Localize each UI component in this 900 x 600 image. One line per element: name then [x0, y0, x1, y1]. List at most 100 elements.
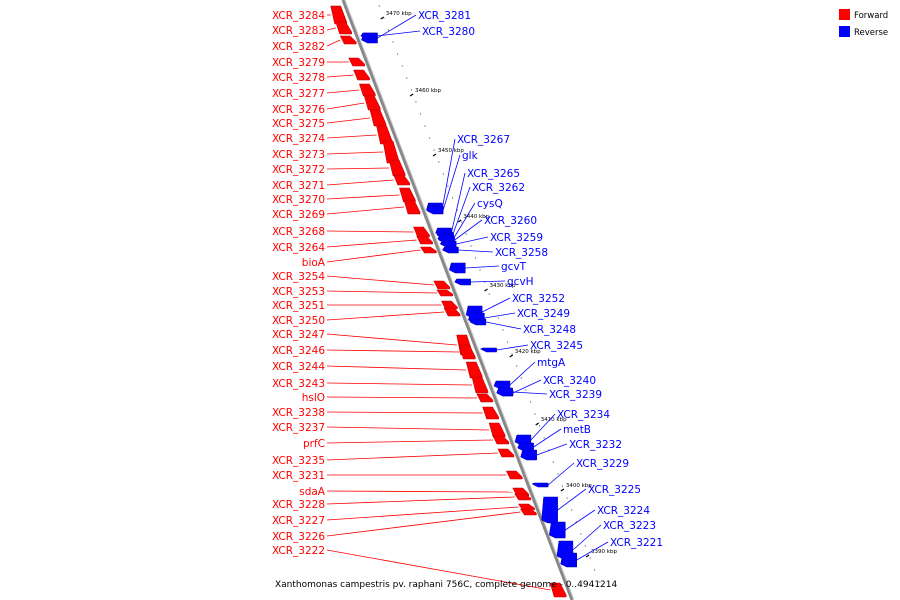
leader-reverse [465, 265, 500, 269]
ruler-dot [543, 437, 545, 439]
ruler-dot [461, 221, 463, 223]
ruler-dot [383, 17, 385, 19]
leader-forward [326, 134, 377, 139]
gene-label-xcr-3248: XCR_3248 [523, 324, 576, 336]
legend: Forward Reverse [839, 9, 888, 38]
leader-reverse [530, 413, 556, 441]
leader-forward [326, 151, 384, 155]
ruler-label: 3470 kbp [386, 11, 412, 17]
leader-reverse [451, 172, 466, 233]
ruler-dot [557, 473, 559, 475]
ruler-dot [488, 293, 490, 295]
gene-label-xcr-3232: XCR_3232 [569, 439, 622, 451]
gene-forward-xcr-3272 [388, 159, 406, 177]
gene-label-cysq: cysQ [477, 198, 503, 210]
leader-forward [326, 167, 390, 170]
ruler-dot [406, 77, 408, 79]
gene-forward-xcr-3253 [436, 289, 454, 297]
leader-reverse [547, 462, 575, 486]
leader-reverse [442, 154, 461, 211]
gene-label-xcr-3245: XCR_3245 [530, 340, 583, 352]
ruler-dot [401, 65, 403, 67]
gene-label-xcr-3229: XCR_3229 [576, 458, 629, 470]
gene-label-xcr-3253: XCR_3253 [272, 286, 325, 298]
gene-label-xcr-3246: XCR_3246 [272, 345, 325, 357]
gene-forward-hslo [476, 393, 494, 403]
ruler-dot [387, 29, 390, 31]
gene-reverse-gcvh [454, 278, 471, 286]
gene-forward-xcr-3222 [549, 582, 567, 598]
leader-reverse [376, 30, 421, 37]
gene-label-mtga: mtgA [537, 357, 566, 369]
gene-label-xcr-3265: XCR_3265 [467, 168, 520, 180]
leader-reverse [496, 344, 529, 351]
leader-reverse [453, 202, 476, 239]
ruler-dot [552, 461, 554, 463]
leader-reverse [512, 379, 542, 394]
ruler-label: 3460 kbp [415, 88, 441, 94]
ruler-dot [571, 509, 573, 511]
legend-forward-label: Forward [854, 11, 888, 21]
ruler-dot [529, 401, 532, 403]
gene-reverse-xcr-3232 [520, 449, 537, 461]
gene-label-xcr-3262: XCR_3262 [472, 182, 525, 194]
genome-caption: Xanthomonas campestris pv. raphani 756C,… [275, 580, 618, 590]
ruler-dot [497, 317, 499, 319]
gene-label-xcr-3240: XCR_3240 [543, 375, 596, 387]
gene-label-xcr-3281: XCR_3281 [418, 10, 471, 22]
leader-forward [326, 452, 498, 461]
gene-forward-xcr-3264 [416, 235, 433, 245]
gene-label-xcr-3254: XCR_3254 [272, 271, 325, 283]
gene-label-xcr-3235: XCR_3235 [272, 455, 325, 467]
leader-forward [326, 382, 472, 386]
ruler-dot [511, 353, 513, 355]
gene-label-xcr-3264: XCR_3264 [272, 242, 325, 254]
leader-reverse [485, 321, 522, 330]
ruler-dot [447, 185, 449, 187]
gene-reverse-gcvt [448, 262, 466, 274]
gene-forward-xcr-3283 [335, 21, 352, 35]
gene-label-xcr-3269: XCR_3269 [272, 209, 325, 221]
ruler-dot [502, 329, 504, 331]
gene-reverse-xcr-3239 [496, 387, 513, 397]
ruler-dot [451, 197, 454, 199]
gene-label-xcr-3278: XCR_3278 [272, 72, 325, 84]
ruler-dot [438, 161, 440, 163]
leader-reverse [536, 443, 568, 456]
ruler-dot [410, 89, 412, 91]
leader-reverse [481, 297, 511, 313]
ruler-dot [534, 413, 536, 415]
ruler-dot [378, 5, 380, 7]
leader-reverse [557, 488, 587, 511]
ruler-dot [566, 497, 568, 499]
gene-label-xcr-3224: XCR_3224 [597, 505, 650, 517]
leader-reverse [452, 186, 471, 236]
leader-reverse [377, 14, 417, 39]
gene-label-xcr-3276: XCR_3276 [272, 104, 325, 116]
gene-reverse-xcr-3259 [439, 240, 457, 248]
gene-label-xcr-3222: XCR_3222 [272, 545, 325, 557]
ruler-dot [479, 269, 481, 271]
leader-forward [326, 74, 354, 78]
gene-forward-xcr-3228 [514, 493, 531, 501]
gene-forward-xcr-3243 [471, 376, 489, 394]
ruler-tick [432, 153, 437, 157]
ruler-dot [465, 233, 467, 235]
legend-reverse-swatch [839, 26, 850, 37]
gene-label-xcr-3234: XCR_3234 [557, 409, 610, 421]
gene-forward-bioa [419, 246, 437, 254]
ruler-tick [560, 488, 565, 492]
leader-forward [326, 275, 434, 286]
gene-label-xcr-3249: XCR_3249 [517, 308, 570, 320]
genome-backbone [341, 0, 574, 600]
leader-forward [326, 102, 365, 110]
leader-forward [326, 290, 437, 294]
ruler-dot [397, 53, 399, 55]
ruler-dot [538, 425, 541, 427]
gene-label-xcr-3271: XCR_3271 [272, 180, 325, 192]
gene-forward-xcr-3254 [433, 280, 451, 290]
leader-reverse [509, 361, 536, 386]
ruler-dot [593, 569, 596, 571]
gene-forward-prfc [492, 435, 510, 445]
